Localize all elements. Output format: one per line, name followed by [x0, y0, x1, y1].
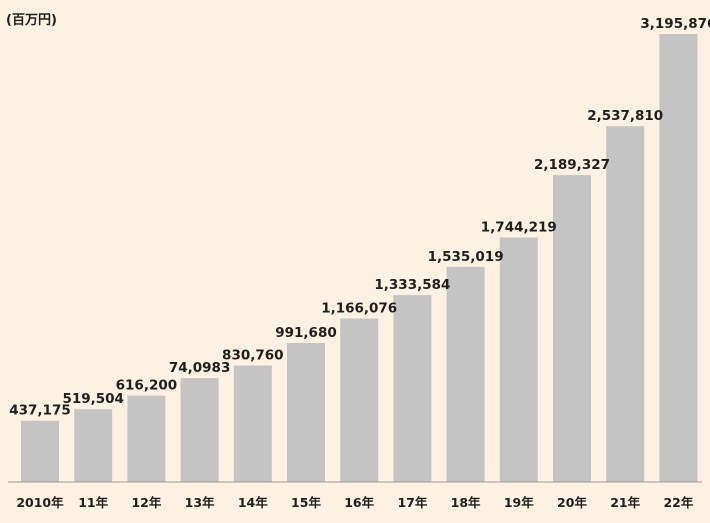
bar-7	[393, 295, 432, 482]
tick-label-6: 16年	[344, 495, 374, 510]
tick-label-2: 12年	[131, 495, 161, 510]
unit-label: (百万円)	[6, 13, 57, 28]
bar-0	[21, 420, 59, 482]
bars-group	[21, 34, 698, 482]
value-label-12: 3,195,876	[640, 16, 710, 32]
bar-9	[499, 237, 538, 482]
bar-1	[74, 409, 113, 482]
value-label-11: 2,537,810	[587, 108, 663, 124]
tick-label-11: 21年	[610, 495, 640, 510]
bar-10	[553, 175, 591, 482]
bar-5	[287, 343, 325, 482]
tick-labels-group: 2010年 11年 12年 13年 14年 15年 16年 17年 18年 19年 20年 21年 22…	[16, 495, 693, 510]
bar-4	[233, 365, 272, 482]
tick-label-1: 11年	[78, 495, 108, 510]
tick-label-12: 22年	[663, 495, 693, 510]
bar-11	[606, 126, 645, 482]
tick-label-10: 20年	[557, 495, 587, 510]
tick-label-4: 14年	[238, 495, 268, 510]
value-label-3: 74,0983	[169, 360, 231, 376]
bar-3	[180, 378, 219, 482]
value-label-7: 1,333,584	[374, 277, 450, 293]
tick-label-7: 17年	[397, 495, 427, 510]
value-label-8: 1,535,019	[428, 249, 504, 265]
value-label-6: 1,166,076	[321, 301, 397, 317]
bar-8	[446, 266, 485, 482]
tick-label-8: 18年	[451, 495, 481, 510]
bar-12	[659, 34, 698, 482]
bar-2	[127, 395, 166, 482]
tick-label-5: 15年	[291, 495, 321, 510]
tick-label-3: 13年	[185, 495, 215, 510]
value-label-1: 519,504	[62, 391, 124, 407]
value-label-0: 437,175	[9, 403, 71, 419]
value-label-5: 991,680	[275, 325, 337, 341]
value-label-10: 2,189,327	[534, 157, 610, 173]
value-label-2: 616,200	[116, 378, 178, 394]
bar-6	[340, 318, 379, 482]
tick-label-0: 2010年	[16, 495, 64, 510]
tick-label-9: 19年	[504, 495, 534, 510]
value-label-4: 830,760	[222, 348, 284, 364]
value-label-9: 1,744,219	[481, 220, 557, 236]
